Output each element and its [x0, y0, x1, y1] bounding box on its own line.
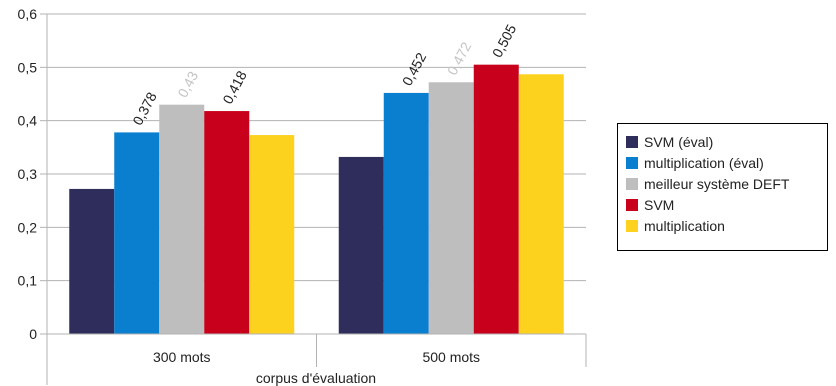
- bar: [159, 104, 205, 335]
- legend-swatch: [626, 135, 638, 148]
- legend-item: meilleur système DEFT: [626, 173, 827, 194]
- x-category-label: 500 mots: [422, 349, 480, 365]
- data-label: 0,378: [129, 89, 160, 128]
- legend-label: multiplication (éval): [644, 154, 764, 171]
- y-tick-label: 0,2: [18, 219, 38, 235]
- y-tick-label: 0,5: [18, 59, 38, 75]
- bar: [383, 92, 429, 334]
- bar: [428, 82, 474, 335]
- legend-swatch: [626, 177, 638, 190]
- bar: [249, 135, 295, 334]
- legend: SVM (éval) multiplication (éval) meilleur …: [617, 123, 828, 251]
- legend-swatch: [626, 219, 638, 232]
- y-tick-label: 0,6: [18, 6, 38, 22]
- data-label: 0,505: [489, 21, 520, 60]
- legend-swatch: [626, 156, 638, 169]
- legend-label: meilleur système DEFT: [644, 175, 790, 192]
- bar: [518, 74, 564, 335]
- data-label: 0,452: [399, 50, 430, 89]
- y-tick-label: 0: [29, 326, 37, 342]
- y-tick-label: 0,4: [18, 113, 38, 129]
- data-label: 0,472: [444, 39, 475, 78]
- legend-label: SVM: [644, 196, 675, 213]
- x-axis: 300 mots 500 mots: [46, 14, 587, 385]
- legend-label: multiplication: [644, 217, 725, 234]
- bar: [204, 111, 250, 334]
- legend-item: multiplication (éval): [626, 152, 827, 173]
- y-tick-label: 0,1: [18, 273, 38, 289]
- legend-label: SVM (éval): [644, 133, 714, 150]
- legend-swatch: [626, 198, 638, 211]
- bar: [473, 64, 519, 335]
- data-label: 0,418: [219, 68, 250, 107]
- bars: [69, 64, 564, 335]
- data-label: 0,43: [174, 68, 201, 100]
- legend-item: multiplication: [626, 215, 827, 236]
- bar: [338, 156, 384, 334]
- bar: [69, 188, 115, 334]
- legend-item: SVM: [626, 194, 827, 215]
- x-axis-label: corpus d'évaluation: [256, 370, 376, 386]
- x-category-label: 300 mots: [153, 349, 211, 365]
- y-tick-label: 0,3: [18, 166, 38, 182]
- bar: [114, 132, 160, 334]
- legend-item: SVM (éval): [626, 131, 827, 152]
- y-axis-ticks: 0 0,1 0,2 0,3 0,4 0,5 0,6: [18, 6, 38, 342]
